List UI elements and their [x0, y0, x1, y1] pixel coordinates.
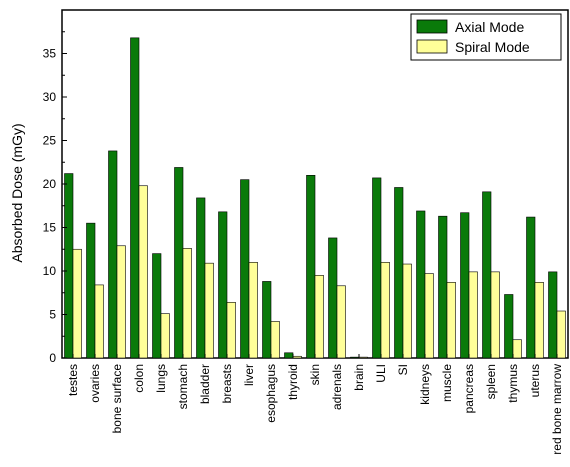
x-tick-label-14: ULI — [374, 364, 388, 383]
x-tick-label-5: stomach — [176, 364, 190, 409]
bar-spiral-8 — [248, 261, 258, 359]
x-tick-label-17: muscle — [440, 364, 454, 402]
x-tick-label-15: SI — [396, 364, 410, 375]
bar-spiral-21 — [534, 282, 544, 359]
x-tick-label-7: breasts — [220, 364, 234, 403]
bar-axial-13 — [350, 356, 360, 359]
x-tick-label-4: lungs — [154, 364, 168, 393]
bar-axial-20 — [504, 294, 514, 359]
y-tick-label-0: 0 — [49, 351, 56, 365]
bar-spiral-3 — [138, 185, 148, 359]
bar-axial-21 — [526, 216, 536, 359]
bar-spiral-5 — [182, 248, 192, 359]
y-tick-label-2: 10 — [43, 264, 57, 278]
bar-axial-4 — [152, 253, 162, 359]
y-tick-label-1: 5 — [49, 308, 56, 322]
bars-group — [64, 37, 566, 359]
y-tick-label-5: 25 — [43, 134, 57, 148]
bar-axial-0 — [64, 173, 74, 359]
bar-axial-18 — [460, 212, 470, 359]
bar-spiral-10 — [292, 355, 302, 359]
bar-spiral-22 — [556, 310, 566, 359]
y-axis: 0 5 10 15 20 25 30 35 — [43, 31, 67, 365]
legend-label-0: Axial Mode — [455, 19, 524, 35]
x-tick-label-22: red bone marrow — [550, 364, 564, 455]
y-axis-label: Absorbed Dose (mGy) — [9, 123, 25, 262]
bar-axial-7 — [218, 211, 228, 359]
bar-axial-8 — [240, 179, 250, 359]
bar-axial-22 — [548, 271, 558, 359]
bar-axial-1 — [86, 222, 96, 359]
bar-axial-9 — [262, 281, 272, 359]
bar-axial-15 — [394, 187, 404, 359]
x-tick-label-6: bladder — [198, 364, 212, 404]
bar-spiral-15 — [402, 263, 412, 359]
x-axis: testes ovaries bone surface colon lungs stoma… — [66, 354, 564, 455]
x-tick-label-0: testes — [66, 364, 80, 396]
legend-label-1: Spiral Mode — [455, 39, 530, 55]
bar-spiral-2 — [116, 245, 126, 359]
bar-spiral-16 — [424, 273, 434, 359]
x-tick-label-21: uterus — [528, 364, 542, 397]
bar-spiral-12 — [336, 285, 346, 359]
legend-swatch-0 — [416, 19, 448, 34]
bar-axial-19 — [482, 191, 492, 359]
bar-spiral-17 — [446, 282, 456, 359]
bar-axial-10 — [284, 352, 294, 359]
x-tick-label-1: ovaries — [88, 364, 102, 403]
bar-spiral-4 — [160, 313, 170, 359]
x-tick-label-9: esophagus — [264, 364, 278, 423]
y-tick-label-3: 15 — [43, 221, 57, 235]
bar-spiral-9 — [270, 321, 280, 359]
y-tick-label-4: 20 — [43, 177, 57, 191]
x-tick-label-19: spleen — [484, 364, 498, 399]
bar-axial-12 — [328, 237, 338, 359]
bar-spiral-14 — [380, 261, 390, 359]
legend-swatch-1 — [416, 39, 448, 54]
y-tick-label-6: 30 — [43, 90, 57, 104]
bar-spiral-11 — [314, 275, 324, 359]
bar-axial-11 — [306, 175, 316, 359]
bar-spiral-6 — [204, 262, 214, 359]
x-tick-label-10: thyroid — [286, 364, 300, 400]
bar-axial-14 — [372, 177, 382, 359]
y-tick-label-7: 35 — [43, 47, 57, 61]
bar-spiral-7 — [226, 302, 236, 359]
bar-spiral-20 — [512, 339, 522, 359]
x-tick-label-3: colon — [132, 364, 146, 393]
bar-spiral-0 — [72, 248, 82, 359]
bar-axial-3 — [130, 37, 140, 359]
bar-axial-6 — [196, 197, 206, 359]
x-tick-label-2: bone surface — [110, 364, 124, 434]
bar-spiral-1 — [94, 284, 104, 359]
bar-axial-2 — [108, 150, 118, 359]
x-tick-label-20: thymus — [506, 364, 520, 403]
legend: Axial Mode Spiral Mode — [410, 13, 562, 61]
x-tick-label-11: skin — [308, 364, 322, 385]
bar-axial-16 — [416, 210, 426, 359]
x-tick-label-13: brain — [352, 364, 366, 391]
x-tick-label-8: liver — [242, 364, 256, 386]
bar-spiral-13 — [358, 356, 368, 359]
bar-spiral-19 — [490, 271, 500, 359]
x-tick-label-18: pancreas — [462, 364, 476, 413]
x-tick-label-12: adrenals — [330, 364, 344, 410]
x-tick-label-16: kidneys — [418, 364, 432, 405]
bar-spiral-18 — [468, 271, 478, 359]
bar-axial-17 — [438, 215, 448, 359]
bar-axial-5 — [174, 167, 184, 359]
